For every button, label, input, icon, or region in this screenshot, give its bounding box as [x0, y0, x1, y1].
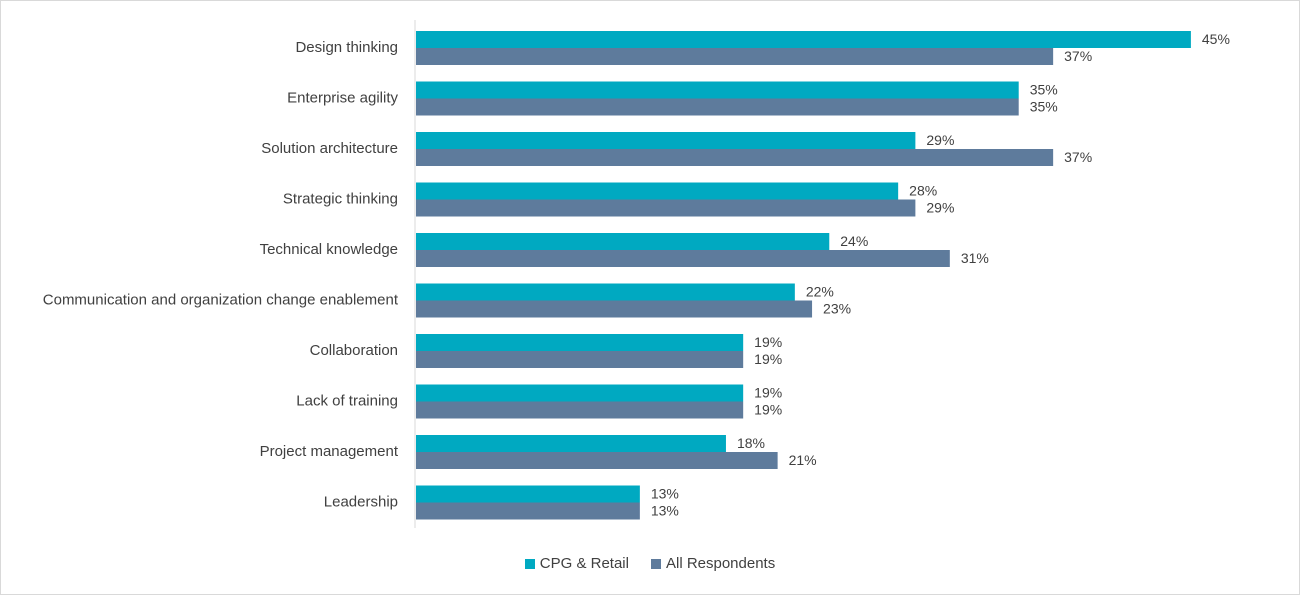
bar-all-respondents-enterprise-agility [416, 98, 1019, 116]
data-label-cpg-and-retail-collaboration: 19% [754, 334, 782, 350]
data-label-all-respondents-leadership: 13% [651, 503, 679, 519]
bar-cpg-and-retail-communication-and-organization-change-enablement [416, 283, 795, 301]
legend-label-all-respondents: All Respondents [665, 555, 776, 572]
data-label-cpg-and-retail-strategic-thinking: 28% [909, 183, 937, 199]
legend-item-cpg-retail: CPG & Retail [524, 555, 629, 572]
data-label-all-respondents-solution-architecture: 37% [1064, 149, 1092, 165]
data-label-cpg-and-retail-project-management: 18% [737, 435, 765, 451]
bar-all-respondents-technical-knowledge [416, 250, 950, 267]
category-label-technical-knowledge: Technical knowledge [260, 241, 398, 258]
data-label-all-respondents-strategic-thinking: 29% [926, 200, 954, 216]
legend-swatch-cpg-retail [524, 558, 535, 569]
category-label-solution-architecture: Solution architecture [261, 140, 398, 157]
data-label-all-respondents-collaboration: 19% [754, 351, 782, 367]
category-label-strategic-thinking: Strategic thinking [283, 191, 398, 208]
bar-cpg-and-retail-project-management [416, 435, 726, 452]
bar-all-respondents-leadership [416, 502, 640, 520]
data-label-cpg-and-retail-leadership: 13% [651, 486, 679, 502]
bar-all-respondents-communication-and-organization-change-enablement [416, 300, 813, 318]
data-label-cpg-and-retail-communication-and-organization-change-enablement: 22% [806, 284, 834, 300]
legend-label-cpg-retail: CPG & Retail [539, 555, 629, 572]
bar-cpg-and-retail-leadership [416, 485, 640, 503]
bar-cpg-and-retail-design-thinking [416, 31, 1191, 48]
bar-all-respondents-solution-architecture [416, 149, 1054, 166]
category-label-collaboration: Collaboration [310, 342, 398, 359]
legend: CPG & Retail All Respondents [0, 555, 1300, 572]
bar-all-respondents-design-thinking [416, 48, 1054, 65]
data-label-all-respondents-project-management: 21% [789, 452, 817, 468]
data-label-cpg-and-retail-lack-of-training: 19% [754, 385, 782, 401]
bar-all-respondents-lack-of-training [416, 401, 744, 419]
bar-cpg-and-retail-enterprise-agility [416, 81, 1019, 99]
bar-all-respondents-collaboration [416, 351, 744, 368]
category-label-lack-of-training: Lack of training [296, 393, 398, 410]
bar-all-respondents-strategic-thinking [416, 199, 916, 217]
data-label-cpg-and-retail-solution-architecture: 29% [926, 132, 954, 148]
data-label-all-respondents-enterprise-agility: 35% [1030, 99, 1058, 115]
data-label-all-respondents-communication-and-organization-change-enablement: 23% [823, 301, 851, 317]
category-label-leadership: Leadership [324, 494, 398, 511]
category-label-communication-and-organization-change-enablement: Communication and organization change en… [43, 292, 399, 309]
data-label-cpg-and-retail-technical-knowledge: 24% [840, 233, 868, 249]
data-label-cpg-and-retail-enterprise-agility: 35% [1030, 82, 1058, 98]
legend-swatch-all-respondents [650, 558, 661, 569]
data-label-all-respondents-design-thinking: 37% [1064, 48, 1092, 64]
category-label-design-thinking: Design thinking [295, 39, 398, 56]
bar-cpg-and-retail-collaboration [416, 334, 744, 351]
bar-all-respondents-project-management [416, 452, 778, 469]
bar-cpg-and-retail-technical-knowledge [416, 233, 830, 250]
bar-cpg-and-retail-strategic-thinking [416, 182, 899, 200]
category-label-project-management: Project management [260, 443, 399, 460]
bar-cpg-and-retail-solution-architecture [416, 132, 916, 149]
data-label-cpg-and-retail-design-thinking: 45% [1202, 31, 1230, 47]
data-label-all-respondents-lack-of-training: 19% [754, 402, 782, 418]
legend-item-all-respondents: All Respondents [650, 555, 776, 572]
bar-cpg-and-retail-lack-of-training [416, 384, 744, 402]
category-label-enterprise-agility: Enterprise agility [287, 90, 398, 107]
data-label-all-respondents-technical-knowledge: 31% [961, 250, 989, 266]
